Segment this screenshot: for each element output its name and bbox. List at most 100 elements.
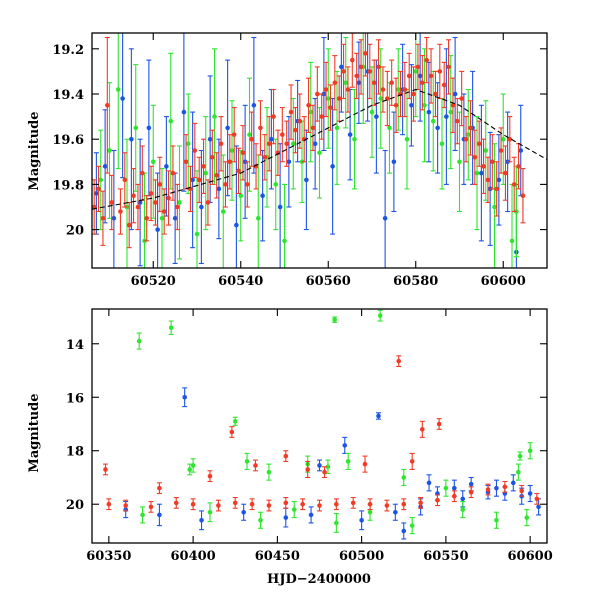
bottom-point-red <box>173 500 179 506</box>
top-point-red <box>441 82 447 88</box>
top-point-green <box>352 136 357 142</box>
top-point-green <box>474 170 480 176</box>
top-point-green <box>430 118 436 124</box>
top-point-blue <box>111 215 117 221</box>
top-point-red <box>161 209 167 214</box>
top-point-green <box>387 125 392 131</box>
top-point-green <box>194 231 200 237</box>
bottom-point-green <box>168 325 174 331</box>
top-point-red <box>490 159 495 165</box>
top-point-red <box>424 57 429 63</box>
bottom-point-red <box>435 497 440 503</box>
bottom-point-blue <box>510 480 516 486</box>
top-point-blue <box>172 215 178 221</box>
top-point-blue <box>181 109 187 115</box>
bottom-point-red <box>519 488 525 494</box>
top-point-blue <box>330 164 335 169</box>
top-point-blue <box>199 204 204 210</box>
bottom-point-blue <box>317 463 322 468</box>
bottom-point-blue <box>182 394 187 400</box>
top-point-blue <box>435 125 440 131</box>
bottom-point-red <box>103 467 108 472</box>
top-point-green <box>107 148 112 153</box>
top-point-red <box>363 51 368 56</box>
top-point-green <box>422 103 427 108</box>
top-point-blue <box>479 170 484 176</box>
top-model-curve <box>92 88 547 210</box>
top-point-red <box>227 159 233 165</box>
bottom-point-red <box>157 485 162 491</box>
top-point-green <box>247 132 252 137</box>
bottom-point-red <box>485 487 491 492</box>
bottom-point-red <box>436 421 442 427</box>
top-point-red <box>144 215 149 221</box>
bottom-point-green <box>291 507 297 512</box>
top-point-red <box>498 148 504 153</box>
bottom-point-green <box>325 464 331 470</box>
top-ylabel: Magnitude <box>27 111 42 190</box>
top-point-red <box>516 164 521 169</box>
top-point-red <box>306 103 311 108</box>
top-point-blue <box>426 109 432 115</box>
top-point-green <box>378 96 384 101</box>
top-point-green <box>343 80 349 86</box>
top-point-blue <box>374 114 379 119</box>
bottom-point-green <box>377 313 383 318</box>
bottom-xtick-label: 60400 <box>170 549 215 564</box>
bottom-point-red <box>452 493 457 499</box>
bottom-point-green <box>232 419 238 424</box>
top-point-green <box>229 148 235 153</box>
top-point-red <box>284 141 289 147</box>
bottom-point-green <box>524 515 530 520</box>
top-point-red <box>157 182 163 187</box>
top-point-red <box>310 125 316 131</box>
bottom-point-red <box>396 358 402 364</box>
top-point-red <box>507 136 513 142</box>
top-xtick-label: 60540 <box>218 274 263 289</box>
top-point-red <box>135 204 141 210</box>
top-point-red <box>389 80 394 86</box>
top-point-red <box>319 114 324 119</box>
top-point-red <box>336 96 342 101</box>
bottom-point-blue <box>359 517 364 523</box>
bottom-xtick-label: 60550 <box>423 549 468 564</box>
bottom-point-green <box>409 523 415 528</box>
bottom-point-red <box>350 500 356 506</box>
bottom-point-red <box>468 489 474 495</box>
top-point-red <box>402 87 408 92</box>
bottom-point-red <box>207 473 213 479</box>
bottom-series-red <box>102 355 540 513</box>
top-xtick-label: 60560 <box>306 274 351 289</box>
top-point-red <box>249 136 254 142</box>
top-point-red <box>428 73 434 79</box>
top-point-green <box>273 182 279 187</box>
top-ytick-label: 19.2 <box>52 43 84 58</box>
top-point-red <box>341 69 346 74</box>
top-point-red <box>205 200 211 205</box>
top-point-red <box>183 159 189 165</box>
bottom-point-red <box>253 463 258 468</box>
top-point-blue <box>444 114 449 119</box>
bottom-ytick-label: 16 <box>66 391 84 406</box>
top-point-red <box>166 195 171 201</box>
top-point-blue <box>391 159 397 165</box>
top-point-blue <box>356 80 362 86</box>
top-point-green <box>413 69 419 74</box>
top-point-green <box>317 150 322 156</box>
top-point-red <box>293 127 298 133</box>
top-point-green <box>255 215 261 221</box>
top-point-red <box>420 80 425 86</box>
top-point-green <box>457 159 462 165</box>
bottom-point-red <box>106 501 112 507</box>
top-point-red <box>323 87 329 92</box>
bottom-point-blue <box>283 515 289 520</box>
bottom-point-green <box>517 453 523 459</box>
top-point-red <box>411 91 416 97</box>
bottom-point-red <box>384 503 390 508</box>
top-point-red <box>459 96 464 101</box>
bottom-ytick-label: 14 <box>66 338 84 353</box>
top-point-green <box>282 238 287 244</box>
top-point-red <box>280 132 285 137</box>
top-point-red <box>476 141 482 147</box>
top-point-green <box>325 96 331 101</box>
